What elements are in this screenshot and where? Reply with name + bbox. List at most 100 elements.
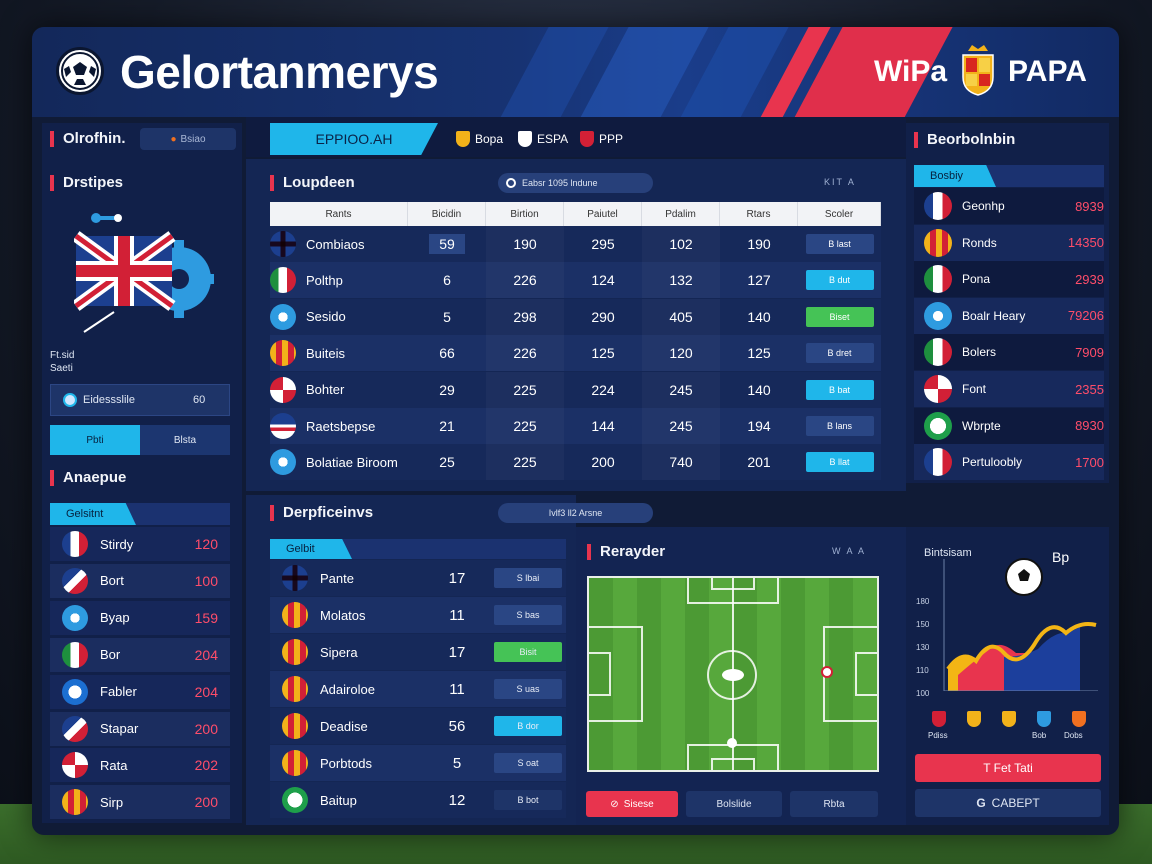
left-list-item[interactable]: Bor 204 bbox=[50, 637, 230, 672]
ranking-list-item[interactable]: Geonhp 8939 bbox=[914, 188, 1104, 224]
ranking-list-item[interactable]: Pona 2939 bbox=[914, 261, 1104, 298]
team-list-item[interactable]: Adairoloe 11 S uas bbox=[270, 671, 566, 707]
top-tab-1[interactable]: Bopa bbox=[456, 130, 503, 148]
tab-inactive[interactable]: Blsta bbox=[140, 425, 230, 455]
left-list-item-value: 200 bbox=[194, 794, 218, 811]
chart-series-line bbox=[946, 622, 1097, 671]
left-list-item[interactable]: Sirp 200 bbox=[50, 785, 230, 820]
team-action-button[interactable]: S oat bbox=[494, 753, 562, 773]
table-column-header[interactable]: Rants bbox=[270, 202, 408, 226]
ranking-list-item[interactable]: Font 2355 bbox=[914, 371, 1104, 407]
table-column-header[interactable]: Rtars bbox=[720, 202, 798, 226]
table-row-action-button[interactable]: B llat bbox=[805, 452, 874, 473]
team-count: 17 bbox=[448, 643, 466, 661]
table-row[interactable]: Bohter 29 225 224 245 140 B bat bbox=[270, 371, 881, 408]
table-column-header[interactable]: Birtion bbox=[486, 202, 564, 226]
pitch-button-tertiary[interactable]: Rbta bbox=[790, 791, 878, 817]
football-pitch[interactable] bbox=[587, 576, 879, 772]
table-row-action-button[interactable]: B dut bbox=[805, 270, 874, 291]
left-list-item[interactable]: Stapar 200 bbox=[50, 711, 230, 746]
team-list-item[interactable]: Pante 17 S lbai bbox=[270, 560, 566, 596]
team-action-button[interactable]: S lbai bbox=[494, 568, 562, 588]
tab-active[interactable]: Pbti bbox=[50, 425, 140, 455]
table-cell: 295 bbox=[591, 236, 615, 252]
team-crest-icon bbox=[270, 449, 296, 476]
team-action-button[interactable]: B bot bbox=[494, 790, 562, 810]
table-column-header[interactable]: Scoler bbox=[798, 202, 881, 226]
ranking-item-value: 1700 bbox=[1075, 454, 1104, 470]
settings-field[interactable]: Eidessslile 60 bbox=[50, 384, 230, 416]
left-list-item-name: Fabler bbox=[100, 684, 137, 700]
illustration-caption: Ft.sid Saeti bbox=[50, 349, 74, 375]
left-top-chip[interactable]: ● Bsiao bbox=[140, 128, 236, 150]
team-list-item[interactable]: Baitup 12 B bot bbox=[270, 782, 566, 818]
team-crest-icon bbox=[282, 602, 308, 628]
team-action-button[interactable]: S bas bbox=[494, 605, 562, 625]
ranking-item-name: Pertuloobly bbox=[962, 455, 1023, 470]
team-crest-icon bbox=[270, 267, 296, 294]
table-row[interactable]: Raetsbepse 21 225 144 245 194 B lans bbox=[270, 408, 881, 444]
left-list-item[interactable]: Fabler 204 bbox=[50, 674, 230, 709]
pitch-button-secondary[interactable]: Bolslide bbox=[686, 791, 782, 817]
teams-section-title: Derpficeinvs bbox=[270, 505, 373, 521]
table-column-header[interactable]: Pdalim bbox=[642, 202, 720, 226]
primary-action-button[interactable]: T Fet Tati bbox=[915, 754, 1101, 782]
table-column-header[interactable]: Paiutel bbox=[564, 202, 642, 226]
ranking-item-value: 14350 bbox=[1067, 235, 1104, 251]
table-row-action-button[interactable]: B last bbox=[805, 234, 874, 254]
team-action-button[interactable]: S uas bbox=[494, 679, 562, 699]
ranking-list-item[interactable]: Pertuloobly 1700 bbox=[914, 444, 1104, 481]
team-action-button[interactable]: Bisit bbox=[494, 642, 562, 662]
mini-crest-icon[interactable] bbox=[967, 711, 981, 727]
leaderboard-search[interactable]: Eabsr 1095 lndune bbox=[498, 173, 653, 193]
table-cell: 405 bbox=[669, 308, 693, 325]
left-list-item[interactable]: Stirdy 120 bbox=[50, 527, 230, 561]
top-tab-2[interactable]: ESPA bbox=[518, 130, 568, 148]
table-row-action-button[interactable]: Biset bbox=[805, 306, 874, 327]
left-list-item-value: 204 bbox=[194, 683, 218, 700]
team-action-button[interactable]: B dor bbox=[494, 716, 562, 736]
table-row-action-button[interactable]: B dret bbox=[805, 343, 874, 364]
table-row-action-button[interactable]: B lans bbox=[805, 416, 874, 436]
pitch-button-primary[interactable]: ⊘ Sisese bbox=[586, 791, 678, 817]
player-marker-icon[interactable] bbox=[722, 669, 744, 681]
mini-crest-icon[interactable] bbox=[1002, 711, 1016, 727]
ranking-list-item[interactable]: Boalr Heary 79206 bbox=[914, 297, 1104, 334]
table-row[interactable]: Polthp 6 226 124 132 127 B dut bbox=[270, 262, 881, 299]
team-list-item[interactable]: Molatos 11 S bas bbox=[270, 597, 566, 633]
partner-name-left: WiPa bbox=[874, 55, 948, 88]
mini-crest-icon[interactable] bbox=[1072, 711, 1086, 727]
ranking-list-item[interactable]: Ronds 14350 bbox=[914, 224, 1104, 261]
ball-marker-icon[interactable] bbox=[821, 666, 833, 678]
ranking-list-item[interactable]: Wbrpte 8930 bbox=[914, 407, 1104, 444]
team-list-item[interactable]: Deadise 56 B dor bbox=[270, 708, 566, 744]
left-list-item[interactable]: Byap 159 bbox=[50, 600, 230, 635]
table-column-header[interactable]: Bicidin bbox=[408, 202, 486, 226]
team-list-item[interactable]: Porbtods 5 S oat bbox=[270, 745, 566, 781]
table-row[interactable]: Bolatiae Biroom 25 225 200 740 201 B llat bbox=[270, 444, 881, 481]
player-marker-icon[interactable] bbox=[727, 738, 737, 748]
ranking-item-value: 8930 bbox=[1075, 418, 1104, 434]
teams-search[interactable]: Ivlf3 ll2 Arsne bbox=[498, 503, 653, 523]
table-row[interactable]: Buiteis 66 226 125 120 125 B dret bbox=[270, 335, 881, 372]
mini-crest-icon[interactable] bbox=[932, 711, 946, 727]
secondary-action-button[interactable]: G CABEPT bbox=[915, 789, 1101, 817]
chart-axes bbox=[943, 559, 1098, 691]
tab-main-active[interactable]: EPPIOO.AH bbox=[270, 123, 438, 155]
ranking-list-header-bar: Bosbiy bbox=[914, 165, 1104, 187]
top-tab-3[interactable]: PPP bbox=[580, 130, 623, 148]
table-row-action-button[interactable]: B bat bbox=[805, 379, 874, 400]
filter-label[interactable]: KIT A bbox=[824, 177, 856, 187]
table-team-name: Bolatiae Biroom bbox=[306, 454, 398, 470]
ranking-item-name: Font bbox=[962, 382, 987, 396]
ranking-section-title: Beorbolnbin bbox=[914, 132, 1015, 148]
left-list-item[interactable]: Bort 100 bbox=[50, 563, 230, 598]
pitch-icons-label[interactable]: W A A bbox=[832, 546, 867, 556]
left-list-item[interactable]: Rata 202 bbox=[50, 748, 230, 783]
left-top-chip-label: Bsiao bbox=[180, 133, 206, 145]
table-row[interactable]: Combiaos 59 190 295 102 190 B last bbox=[270, 226, 881, 262]
mini-crest-icon[interactable] bbox=[1037, 711, 1051, 727]
ranking-list-item[interactable]: Bolers 7909 bbox=[914, 334, 1104, 371]
team-list-item[interactable]: Sipera 17 Bisit bbox=[270, 634, 566, 670]
table-row[interactable]: Sesido 5 298 290 405 140 Biset bbox=[270, 298, 881, 335]
